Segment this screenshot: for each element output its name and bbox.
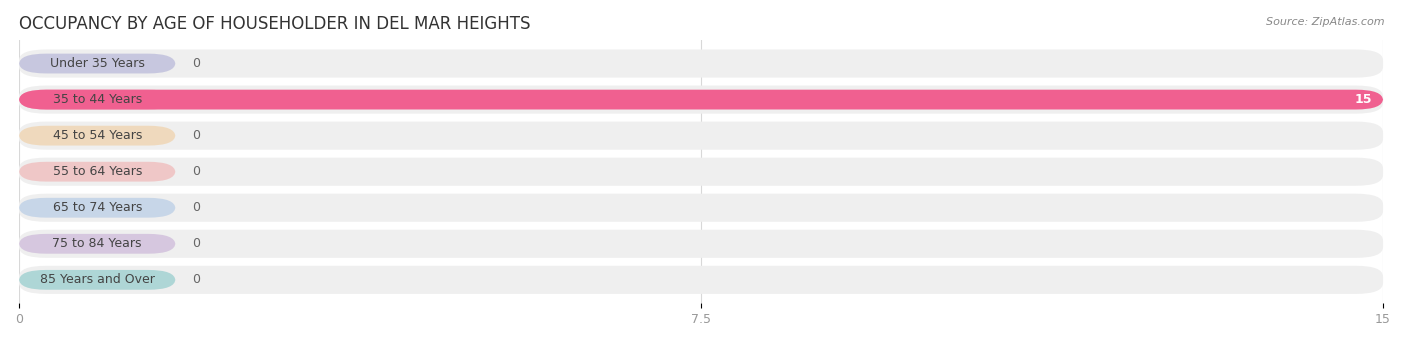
FancyBboxPatch shape <box>20 122 1384 150</box>
FancyBboxPatch shape <box>20 126 176 146</box>
Text: 45 to 54 Years: 45 to 54 Years <box>52 129 142 142</box>
FancyBboxPatch shape <box>20 266 1384 294</box>
Text: 75 to 84 Years: 75 to 84 Years <box>52 237 142 250</box>
Text: 35 to 44 Years: 35 to 44 Years <box>52 93 142 106</box>
Text: 0: 0 <box>191 129 200 142</box>
Text: 0: 0 <box>191 201 200 214</box>
Text: Source: ZipAtlas.com: Source: ZipAtlas.com <box>1267 17 1385 27</box>
Text: 15: 15 <box>1354 93 1372 106</box>
FancyBboxPatch shape <box>20 198 176 218</box>
FancyBboxPatch shape <box>20 230 1384 258</box>
FancyBboxPatch shape <box>20 49 1384 78</box>
Text: 85 Years and Over: 85 Years and Over <box>39 273 155 286</box>
Text: OCCUPANCY BY AGE OF HOUSEHOLDER IN DEL MAR HEIGHTS: OCCUPANCY BY AGE OF HOUSEHOLDER IN DEL M… <box>20 15 530 33</box>
FancyBboxPatch shape <box>20 158 1384 186</box>
Text: 0: 0 <box>191 57 200 70</box>
Text: Under 35 Years: Under 35 Years <box>49 57 145 70</box>
Text: 65 to 74 Years: 65 to 74 Years <box>52 201 142 214</box>
FancyBboxPatch shape <box>20 90 1384 109</box>
Text: 55 to 64 Years: 55 to 64 Years <box>52 165 142 178</box>
FancyBboxPatch shape <box>20 270 176 290</box>
FancyBboxPatch shape <box>20 234 176 254</box>
FancyBboxPatch shape <box>20 54 176 73</box>
FancyBboxPatch shape <box>20 194 1384 222</box>
FancyBboxPatch shape <box>20 162 176 182</box>
Text: 0: 0 <box>191 165 200 178</box>
Text: 0: 0 <box>191 273 200 286</box>
FancyBboxPatch shape <box>20 90 176 109</box>
Text: 0: 0 <box>191 237 200 250</box>
FancyBboxPatch shape <box>20 86 1384 114</box>
